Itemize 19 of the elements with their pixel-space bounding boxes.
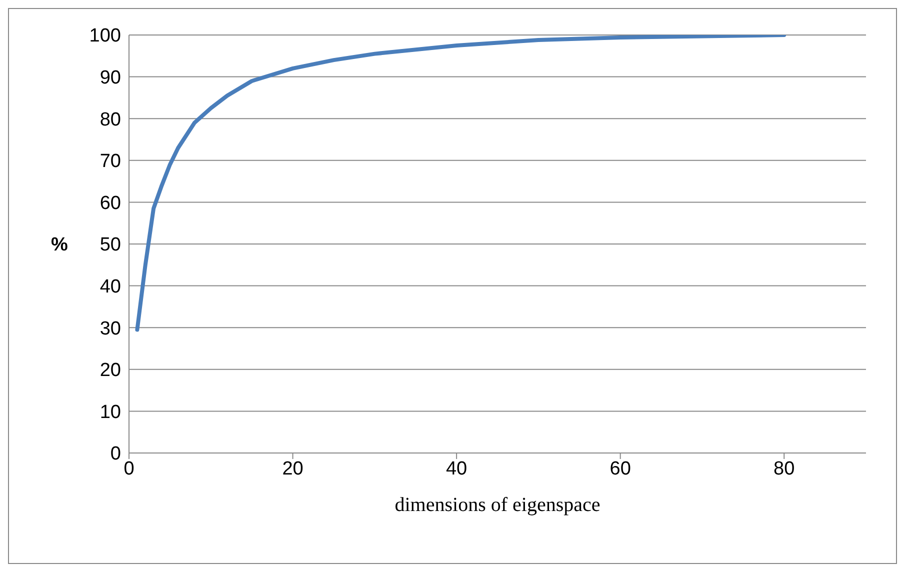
y-tick-label: 90 <box>100 68 121 89</box>
y-tick-label: 80 <box>100 109 121 130</box>
y-tick-label: 60 <box>100 192 121 214</box>
x-tick-label: 20 <box>282 458 304 480</box>
y-tick-label: 10 <box>100 402 121 423</box>
y-tick-label: 100 <box>89 26 121 47</box>
y-tick-label: 0 <box>110 444 121 465</box>
y-tick-label: 40 <box>100 276 121 298</box>
x-tick-label: 80 <box>774 458 795 480</box>
line-series <box>135 35 786 332</box>
y-tick-label: 50 <box>100 234 121 256</box>
y-axis-title: % <box>51 234 68 256</box>
y-tick-label: 70 <box>100 151 121 172</box>
x-tick-label: 40 <box>446 458 468 480</box>
x-tick-label: 0 <box>124 458 134 480</box>
x-axis-title: dimensions of eigenspace <box>394 494 600 516</box>
y-tick-label: 30 <box>100 318 121 340</box>
y-tick-label: 20 <box>100 360 121 382</box>
x-tick-label: 60 <box>610 458 631 480</box>
